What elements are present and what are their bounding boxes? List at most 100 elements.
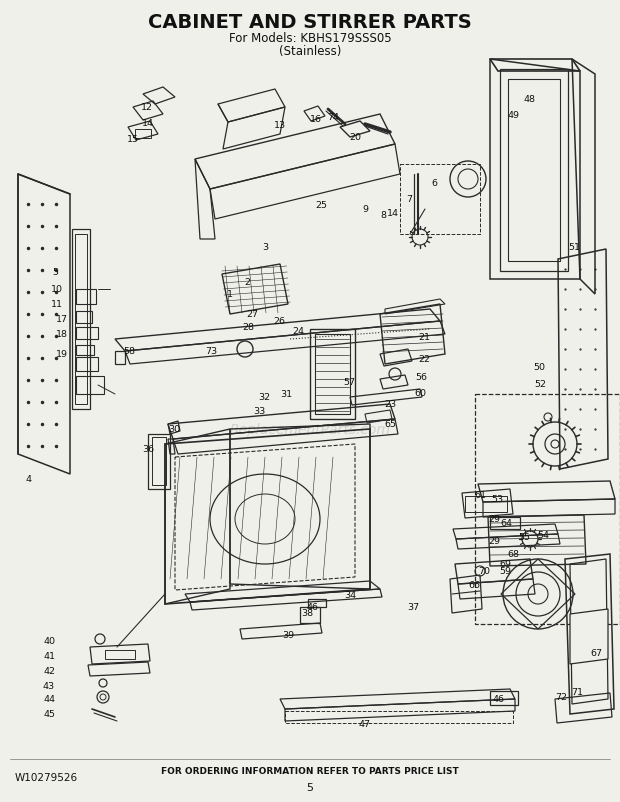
Text: 60: 60 [414, 389, 426, 398]
Text: 5: 5 [306, 782, 314, 792]
Text: 54: 54 [537, 531, 549, 540]
Text: 72: 72 [555, 693, 567, 702]
Bar [75, 235, 87, 404]
Bar [152, 437, 166, 485]
Text: 40: 40 [43, 637, 55, 646]
Text: 74: 74 [327, 113, 339, 123]
Bar [76, 327, 98, 339]
Text: 70: 70 [478, 567, 490, 576]
Text: W10279526: W10279526 [15, 772, 78, 782]
Text: 29: 29 [488, 537, 500, 546]
Text: 2: 2 [244, 278, 250, 287]
Text: 14: 14 [142, 119, 154, 128]
Text: ReplacementParts.com: ReplacementParts.com [229, 423, 391, 436]
Text: 48: 48 [524, 95, 536, 104]
Bar [300, 607, 320, 623]
Text: 9: 9 [362, 205, 368, 214]
Text: 69: 69 [499, 560, 511, 569]
Text: For Models: KBHS179SSS05: For Models: KBHS179SSS05 [229, 31, 391, 44]
Bar [135, 130, 151, 139]
Bar [490, 517, 520, 529]
Text: 16: 16 [310, 115, 322, 124]
Bar [285, 711, 513, 723]
Text: 38: 38 [301, 609, 313, 618]
Text: 73: 73 [205, 347, 217, 356]
Text: 49: 49 [508, 111, 520, 120]
Text: 57: 57 [343, 378, 355, 387]
Text: 51: 51 [568, 243, 580, 252]
Text: 45: 45 [43, 710, 55, 719]
Text: 8: 8 [380, 210, 386, 219]
Text: 46: 46 [307, 603, 319, 612]
Text: 36: 36 [142, 445, 154, 454]
Text: 55: 55 [518, 533, 530, 542]
Text: 11: 11 [51, 300, 63, 309]
Text: 13: 13 [274, 121, 286, 131]
Text: 30: 30 [168, 425, 180, 434]
Text: 37: 37 [407, 603, 419, 612]
Text: 47: 47 [359, 719, 371, 728]
Text: 22: 22 [418, 355, 430, 364]
Bar [148, 435, 170, 489]
Text: 28: 28 [242, 323, 254, 332]
Text: 34: 34 [344, 591, 356, 600]
Text: 4: 4 [25, 475, 31, 484]
Text: FOR ORDERING INFORMATION REFER TO PARTS PRICE LIST: FOR ORDERING INFORMATION REFER TO PARTS … [161, 767, 459, 776]
Text: 19: 19 [56, 350, 68, 359]
Bar [76, 290, 96, 305]
Text: 43: 43 [43, 682, 55, 691]
Text: 26: 26 [273, 317, 285, 326]
Text: 5: 5 [52, 268, 58, 277]
Text: 15: 15 [127, 136, 139, 144]
Text: 27: 27 [246, 310, 258, 319]
Text: 7: 7 [406, 195, 412, 205]
Text: 71: 71 [571, 687, 583, 697]
Bar [490, 691, 518, 705]
Text: 31: 31 [280, 390, 292, 399]
Text: 59: 59 [499, 567, 511, 576]
Text: 50: 50 [533, 363, 545, 372]
Bar [400, 164, 480, 235]
Text: 41: 41 [43, 652, 55, 661]
Bar [72, 229, 90, 410]
Bar [76, 376, 104, 395]
Text: 58: 58 [123, 347, 135, 356]
Text: 42: 42 [43, 666, 55, 675]
Text: 65: 65 [384, 420, 396, 429]
Text: 61: 61 [474, 491, 486, 500]
Polygon shape [570, 610, 608, 664]
Text: 24: 24 [292, 327, 304, 336]
Text: 6: 6 [431, 178, 437, 187]
Bar [508, 80, 560, 261]
Text: (Stainless): (Stainless) [279, 46, 341, 59]
Bar [76, 346, 94, 355]
Text: 67: 67 [590, 649, 602, 658]
Text: 12: 12 [141, 103, 153, 112]
Text: 56: 56 [415, 373, 427, 382]
Text: 46: 46 [493, 695, 505, 703]
Text: 21: 21 [418, 333, 430, 342]
Text: 23: 23 [384, 400, 396, 409]
Bar [76, 358, 98, 371]
Bar [475, 395, 620, 624]
Text: 44: 44 [43, 695, 55, 703]
Bar [105, 650, 135, 659]
Text: 18: 18 [56, 330, 68, 339]
Bar [465, 496, 507, 512]
Text: 25: 25 [315, 200, 327, 209]
Text: 20: 20 [349, 132, 361, 141]
Text: CABINET AND STIRRER PARTS: CABINET AND STIRRER PARTS [148, 13, 472, 31]
Text: 66: 66 [468, 581, 480, 589]
Text: 29: 29 [488, 515, 500, 524]
Text: 17: 17 [56, 315, 68, 324]
Bar [76, 312, 92, 323]
Text: 52: 52 [534, 380, 546, 389]
Text: 68: 68 [507, 550, 519, 559]
Bar [310, 330, 355, 419]
Text: 33: 33 [253, 407, 265, 416]
Text: 53: 53 [491, 495, 503, 504]
Text: 14: 14 [387, 209, 399, 217]
Bar [315, 334, 350, 415]
Text: 32: 32 [258, 393, 270, 402]
Bar [308, 599, 326, 607]
